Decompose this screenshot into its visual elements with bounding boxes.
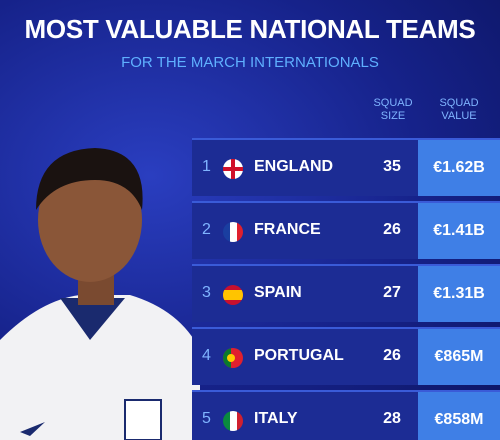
squad-value: €865M (418, 329, 500, 385)
column-header: SQUAD VALUE (439, 97, 479, 122)
squad-size: 26 (383, 347, 401, 364)
squad-size: 27 (383, 284, 401, 301)
squad-size: 26 (383, 221, 401, 238)
team-name: PORTUGAL (254, 347, 344, 364)
flag (223, 222, 243, 242)
squad-value: €858M (418, 392, 500, 440)
rank: 2 (202, 221, 211, 238)
flag (223, 285, 243, 305)
table-row: 3 SPAIN 27 €1.31B (192, 264, 500, 322)
squad-size: 28 (383, 410, 401, 427)
player-illustration (0, 148, 200, 440)
flag (223, 348, 243, 368)
rank: 1 (202, 158, 211, 175)
team-name: ITALY (254, 410, 298, 427)
squad-value: €1.41B (418, 203, 500, 259)
column-header: SQUAD SIZE (373, 97, 413, 122)
subtitle: FOR THE MARCH INTERNATIONALS (121, 54, 379, 71)
squad-value: €1.62B (418, 140, 500, 196)
rank: 5 (202, 410, 211, 427)
rank: 4 (202, 347, 211, 364)
team-name: SPAIN (254, 284, 302, 301)
flag (223, 159, 243, 179)
flag (223, 411, 243, 431)
title: MOST VALUABLE NATIONAL TEAMS (24, 14, 476, 44)
team-name: FRANCE (254, 221, 321, 238)
rank: 3 (202, 284, 211, 301)
squad-size: 35 (383, 158, 401, 175)
table-row: 4 PORTUGAL 26 €865M (192, 327, 500, 385)
table-row: 1 ENGLAND 35 €1.62B (192, 138, 500, 196)
table-row: 2 FRANCE 26 €1.41B (192, 201, 500, 259)
table-row: 5 ITALY 28 €858M (192, 390, 500, 440)
squad-value: €1.31B (418, 266, 500, 322)
team-name: ENGLAND (254, 158, 334, 175)
